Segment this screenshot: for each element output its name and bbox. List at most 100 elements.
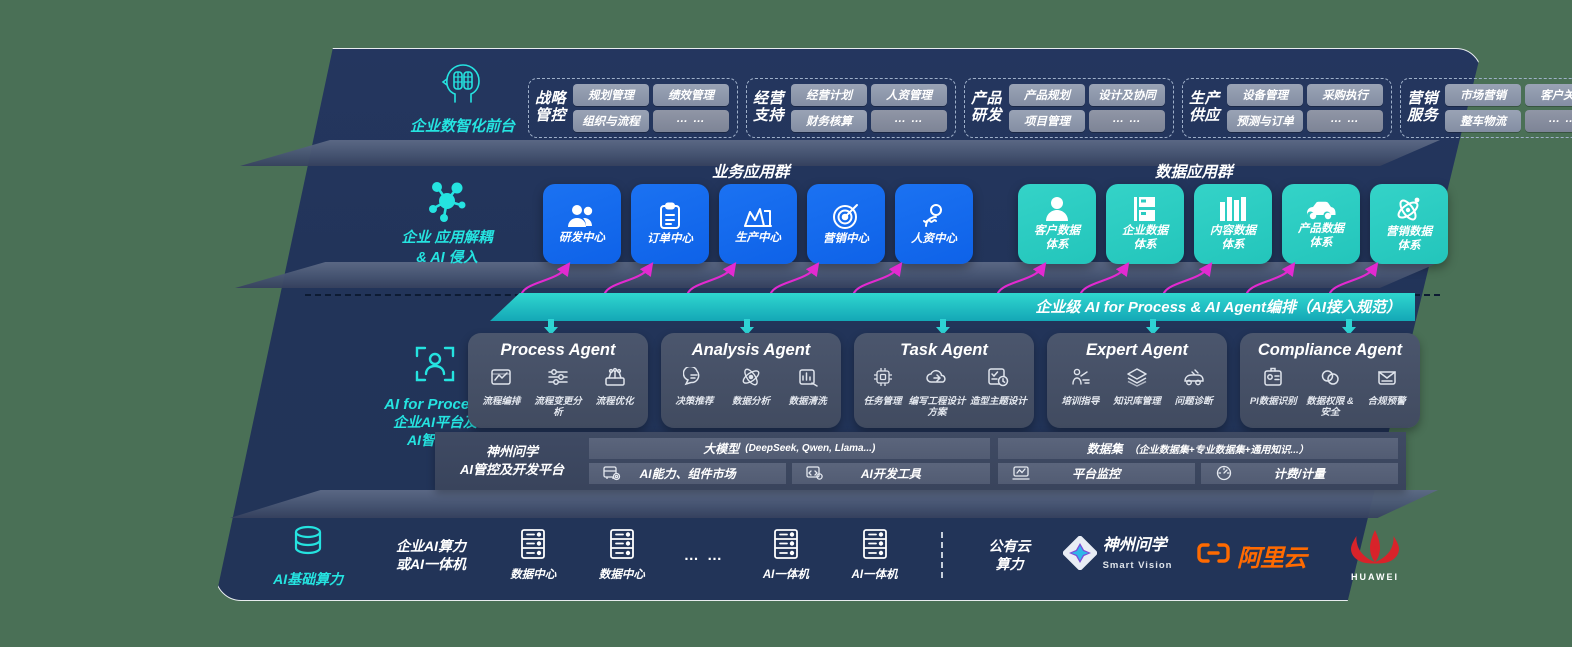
platform-left-column: 大模型 (DeepSeek, Qwen, Llama...) AI能力、组件市场 [589, 438, 990, 484]
agent-capability[interactable]: 流程编排 [475, 367, 527, 407]
card-customer-data[interactable]: 客户数据 体系 [1018, 184, 1096, 264]
l1-group-strategy[interactable]: 战略 管控 规划管理 绩效管理 组织与流程 … … [528, 78, 739, 138]
network-task-icon [872, 367, 894, 392]
platform-right-column: 数据集 （企业数据集+专业数据集+通用知识...） 平台监控 [997, 438, 1398, 484]
shenzhou-wenxue-logo-mark [1062, 535, 1097, 575]
l1-chip[interactable]: 预测与订单 [1227, 110, 1304, 132]
server-rack-icon [860, 528, 890, 565]
database-icon [288, 525, 328, 566]
platform-monitor-label: 平台监控 [1072, 467, 1121, 481]
agent-capability[interactable]: 培训指导 [1054, 367, 1106, 407]
card-production-center[interactable]: 生产中心 [719, 184, 797, 264]
card-label-2: 体系 [1309, 236, 1333, 249]
card-label: 营销数据 [1386, 225, 1432, 238]
agent-capability[interactable]: 合规预警 [1361, 367, 1413, 407]
server-rack-icon [518, 528, 548, 565]
agent-capability[interactable]: 任务管理 [860, 367, 905, 407]
infra-ai-appliance-1[interactable]: AI一体机 [741, 528, 830, 582]
card-marketing-data[interactable]: 营销数据 体系 [1370, 184, 1448, 264]
agent-capability[interactable]: 知识库管理 [1111, 367, 1163, 407]
l1-group-manufacturing[interactable]: 生产 供应 设备管理 采购执行 预测与订单 … … [1182, 78, 1393, 138]
card-label: 企业数据 [1122, 224, 1168, 237]
card-order-center[interactable]: 订单中心 [631, 184, 709, 264]
agent-capability[interactable]: 数据分析 [725, 367, 777, 407]
card-label: 订单中心 [647, 232, 693, 245]
capability-label: 造型主题设计 [969, 396, 1027, 407]
l1-group-operations[interactable]: 经营 支持 经营计划 人资管理 财务核算 … … [746, 78, 957, 138]
l1-group-1-title-line2: 支持 [753, 107, 785, 124]
billing-metering-bar[interactable]: 计费/计量 [1200, 463, 1398, 484]
l1-chip[interactable]: 整车物流 [1445, 110, 1522, 132]
agent-capability[interactable]: 数据权限 & 安全 [1304, 367, 1356, 419]
card-rnd-center[interactable]: 研发中心 [543, 184, 621, 264]
l1-group-marketing-service[interactable]: 营销 服务 市场营销 客户关系 整车物流 … … [1400, 78, 1572, 138]
ai-capability-market-bar[interactable]: AI能力、组件市场 [589, 463, 787, 484]
large-model-bar[interactable]: 大模型 (DeepSeek, Qwen, Llama...) [589, 438, 990, 459]
card-enterprise-data[interactable]: 企业数据 体系 [1106, 184, 1184, 264]
dataset-bar[interactable]: 数据集 （企业数据集+专业数据集+通用知识...） [997, 438, 1398, 459]
cloud-design-icon [925, 367, 949, 392]
l1-chip-more[interactable]: … … [1307, 110, 1384, 132]
l1-chip[interactable]: 项目管理 [1009, 110, 1086, 132]
agent-capability[interactable]: 决策推荐 [668, 365, 720, 407]
infra-ai-appliance-2[interactable]: AI一体机 [830, 528, 919, 582]
infra-text-line2: 算力 [995, 556, 1024, 572]
agent-capability[interactable]: 问题诊断 [1168, 367, 1220, 407]
l1-chip[interactable]: 经营计划 [791, 84, 868, 106]
l1-chip[interactable]: 市场营销 [1445, 84, 1522, 106]
agent-compliance[interactable]: Compliance Agent PI数据识别 [1240, 333, 1420, 428]
l1-chip-more[interactable]: … … [871, 110, 948, 132]
platform-monitor-bar[interactable]: 平台监控 [997, 463, 1195, 484]
agent-capability[interactable]: PI数据识别 [1247, 367, 1299, 407]
l1-chip-more[interactable]: … … [1089, 110, 1166, 132]
l1-chip[interactable]: 设备管理 [1227, 84, 1304, 106]
agent-process[interactable]: Process Agent 流程编排 [468, 333, 648, 428]
card-hr-center[interactable]: 人资中心 [895, 184, 973, 264]
gauge-icon [1215, 465, 1233, 484]
agent-capability[interactable]: 数据清洗 [782, 367, 834, 407]
l1-group-product-rnd[interactable]: 产品 研发 产品规划 设计及协同 项目管理 … … [964, 78, 1175, 138]
card-product-data[interactable]: 产品数据 体系 [1282, 184, 1360, 264]
card-label-2: 体系 [1221, 238, 1245, 251]
aliyun-logo-mark [1197, 542, 1231, 569]
l1-chip[interactable]: 采购执行 [1307, 84, 1384, 106]
agent-task[interactable]: Task Agent 任务管理 [854, 333, 1034, 428]
l1-chip[interactable]: 客户关系 [1525, 84, 1572, 106]
card-content-data[interactable]: 内容数据 体系 [1194, 184, 1272, 264]
infra-logo-huawei[interactable]: HUAWEI [1322, 528, 1428, 582]
shield-cloud-icon [1319, 367, 1341, 392]
platform-name-line1: 神州问学 [485, 444, 538, 460]
ai-dev-tools-bar[interactable]: AI开发工具 [792, 463, 990, 484]
infra-datacenter-1[interactable]: 数据中心 [489, 528, 578, 582]
capability-label: 培训指导 [1061, 396, 1100, 407]
infra-logo-aliyun[interactable]: 阿里云 [1181, 538, 1322, 573]
huawei-logo-text: HUAWEI [1350, 572, 1399, 582]
card-label: 研发中心 [559, 231, 605, 244]
capability-label: 流程编排 [482, 396, 521, 407]
l1-chip[interactable]: 规划管理 [573, 84, 650, 106]
infra-item-label: AI一体机 [762, 568, 809, 581]
infra-enterprise-compute: 企业AI算力 或AI一体机 [373, 537, 489, 573]
agent-capability[interactable]: 流程优化 [589, 367, 641, 407]
flow-chart-icon [490, 367, 512, 392]
l1-chip-more[interactable]: … … [653, 110, 730, 132]
l1-chip[interactable]: 设计及协同 [1089, 84, 1166, 106]
l1-chip[interactable]: 组织与流程 [573, 110, 650, 132]
infra-datacenter-2[interactable]: 数据中心 [578, 528, 667, 582]
vertical-dashed-divider [941, 532, 944, 578]
l1-chip[interactable]: 财务核算 [791, 110, 868, 132]
agent-expert[interactable]: Expert Agent 培训指导 [1047, 333, 1227, 428]
layer2-label-line1: 企业 应用解耦 [401, 230, 493, 246]
card-marketing-center[interactable]: 营销中心 [807, 184, 885, 264]
l1-chip[interactable]: 人资管理 [871, 84, 948, 106]
agent-analysis[interactable]: Analysis Agent 决策推荐 [661, 333, 841, 428]
ai-capability-market-label: AI能力、组件市场 [639, 467, 736, 481]
agent-capability[interactable]: 造型主题设计 [969, 367, 1028, 407]
agent-capability[interactable]: 流程变更分析 [532, 367, 584, 419]
l1-chip[interactable]: 产品规划 [1009, 84, 1086, 106]
infra-logo-shenzhou[interactable]: 神州问学 Smart Vision [1054, 535, 1181, 575]
l1-chip-more[interactable]: … … [1525, 110, 1572, 132]
agent-capability[interactable]: 编写工程设计方案 [907, 367, 966, 419]
l1-chip[interactable]: 绩效管理 [653, 84, 730, 106]
